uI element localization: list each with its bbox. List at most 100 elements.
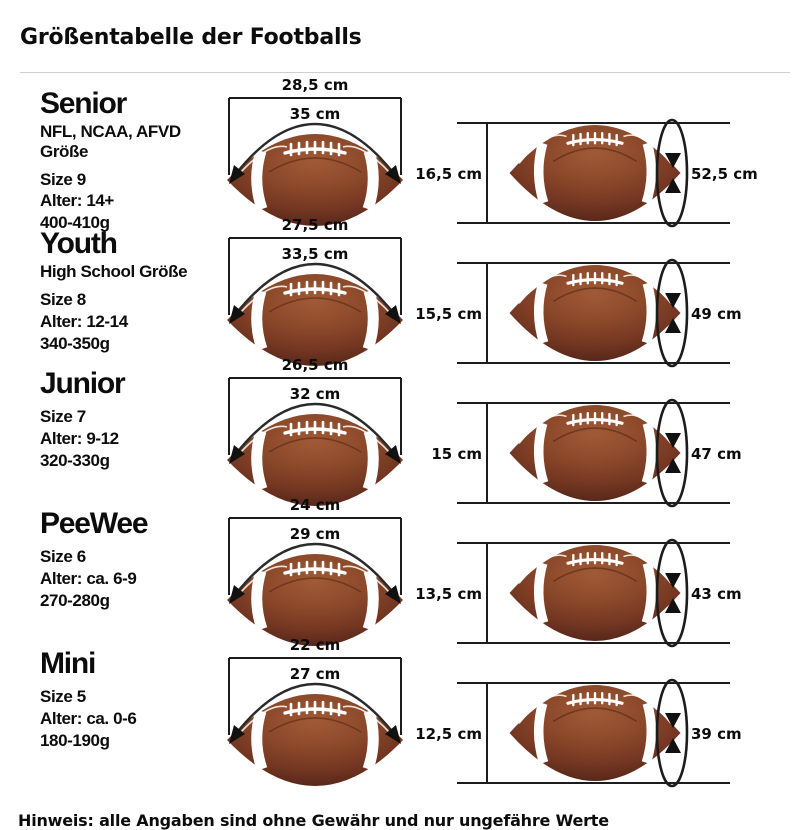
row-junior: Junior Size 7 Alter: 9-12 320-330g 26,5 cm… bbox=[0, 355, 800, 495]
length-dimension-line bbox=[228, 237, 402, 316]
row-specs: Size 9 Alter: 14+ 400-410g bbox=[40, 169, 215, 234]
arc-arrow-right-icon bbox=[385, 305, 401, 325]
row-peewee: PeeWee Size 6 Alter: ca. 6-9 270-280g 24 c… bbox=[0, 495, 800, 635]
football-top-icon bbox=[227, 554, 403, 646]
curved-length-arc bbox=[234, 683, 396, 737]
football-side-icon bbox=[510, 545, 681, 641]
football-side-icon bbox=[510, 685, 681, 781]
row-labels: Youth High School Größe Size 8 Alter: 12-… bbox=[0, 215, 215, 355]
circumference-ring bbox=[655, 679, 689, 788]
row-weight: 400-410g bbox=[40, 213, 110, 233]
curved-length-arc bbox=[234, 263, 396, 317]
row-specs: Size 5 Alter: ca. 0-6 180-190g bbox=[40, 686, 215, 751]
circumference-label: 52,5 cm bbox=[691, 165, 758, 183]
height-bracket bbox=[457, 542, 730, 645]
row-age: Alter: 12-14 bbox=[40, 311, 128, 331]
arrow-up-icon bbox=[665, 318, 681, 334]
row-size: Size 6 bbox=[40, 547, 86, 567]
arc-arrow-left-icon bbox=[229, 305, 245, 325]
girth-diagram: 15,5 cm 49 cm bbox=[415, 215, 800, 368]
length-label: 28,5 cm bbox=[282, 76, 349, 94]
height-bracket bbox=[457, 262, 730, 365]
row-youth: Youth High School Größe Size 8 Alter: 12-… bbox=[0, 215, 800, 355]
length-diagram: 24 cm 29 cm bbox=[215, 495, 420, 635]
arrow-up-icon bbox=[665, 458, 681, 474]
length-dimension-line bbox=[228, 657, 402, 736]
arrow-up-icon bbox=[665, 738, 681, 754]
length-label: 27,5 cm bbox=[282, 216, 349, 234]
row-weight: 270-280g bbox=[40, 590, 110, 610]
girth-diagram: 12,5 cm 39 cm bbox=[415, 635, 800, 788]
row-weight: 340-350g bbox=[40, 333, 110, 353]
curved-length-label: 35 cm bbox=[290, 105, 341, 123]
size-chart-page: Größentabelle der Footballs Senior NFL, … bbox=[0, 15, 800, 830]
girth-diagram: 13,5 cm 43 cm bbox=[415, 495, 800, 648]
footnote: Hinweis: alle Angaben sind ohne Gewähr u… bbox=[18, 811, 609, 830]
football-top-icon bbox=[227, 414, 403, 506]
arc-arrow-right-icon bbox=[385, 165, 401, 185]
row-size: Size 8 bbox=[40, 290, 86, 310]
length-diagram: 27,5 cm 33,5 cm bbox=[215, 215, 420, 355]
curved-length-label: 32 cm bbox=[290, 385, 341, 403]
row-mini: Mini Size 5 Alter: ca. 0-6 180-190g 22 cm … bbox=[0, 635, 800, 775]
curved-length-arc bbox=[234, 123, 396, 177]
length-label: 24 cm bbox=[290, 496, 341, 514]
row-weight: 180-190g bbox=[40, 730, 110, 750]
row-labels: PeeWee Size 6 Alter: ca. 6-9 270-280g bbox=[0, 495, 215, 635]
title-divider bbox=[20, 72, 790, 74]
row-name: Mini bbox=[40, 647, 96, 681]
arrow-down-icon bbox=[665, 293, 681, 309]
curved-length-arc bbox=[234, 403, 396, 457]
football-top-icon bbox=[227, 694, 403, 786]
arc-arrow-right-icon bbox=[385, 725, 401, 745]
length-dimension-line bbox=[228, 377, 402, 456]
row-senior: Senior NFL, NCAA, AFVD Größe Size 9 Alter… bbox=[0, 75, 800, 232]
row-labels: Senior NFL, NCAA, AFVD Größe Size 9 Alter… bbox=[0, 75, 215, 232]
row-weight: 320-330g bbox=[40, 450, 110, 470]
girth-diagram: 16,5 cm 52,5 cm bbox=[415, 75, 800, 228]
football-side-icon bbox=[510, 265, 681, 361]
row-specs: Size 7 Alter: 9-12 320-330g bbox=[40, 406, 215, 471]
row-name: PeeWee bbox=[40, 507, 149, 541]
row-specs: Size 6 Alter: ca. 6-9 270-280g bbox=[40, 546, 215, 611]
row-subtitle: High School Größe bbox=[40, 262, 188, 282]
football-side-icon bbox=[510, 405, 681, 501]
curved-length-label: 33,5 cm bbox=[282, 245, 349, 263]
height-label: 16,5 cm bbox=[415, 165, 482, 183]
length-dimension-line bbox=[228, 97, 402, 176]
length-label: 22 cm bbox=[290, 636, 341, 654]
length-diagram: 28,5 cm 35 cm bbox=[215, 75, 420, 215]
row-size: Size 7 bbox=[40, 407, 86, 427]
row-specs: Size 8 Alter: 12-14 340-350g bbox=[40, 289, 215, 354]
row-age: Alter: ca. 0-6 bbox=[40, 709, 137, 729]
arrow-down-icon bbox=[665, 573, 681, 589]
row-labels: Mini Size 5 Alter: ca. 0-6 180-190g bbox=[0, 635, 215, 775]
height-label: 15,5 cm bbox=[415, 305, 482, 323]
curved-length-label: 29 cm bbox=[290, 525, 341, 543]
circumference-label: 49 cm bbox=[691, 305, 742, 323]
arc-arrow-right-icon bbox=[385, 445, 401, 465]
length-diagram: 22 cm 27 cm bbox=[215, 635, 420, 775]
circumference-ring bbox=[655, 119, 689, 228]
curved-length-arc bbox=[234, 543, 396, 597]
row-subtitle: NFL, NCAA, AFVD Größe bbox=[40, 122, 181, 162]
arrow-up-icon bbox=[665, 178, 681, 194]
arc-arrow-left-icon bbox=[229, 445, 245, 465]
circumference-label: 43 cm bbox=[691, 585, 742, 603]
football-top-icon bbox=[227, 274, 403, 366]
height-label: 15 cm bbox=[431, 445, 482, 463]
circumference-label: 47 cm bbox=[691, 445, 742, 463]
row-labels: Junior Size 7 Alter: 9-12 320-330g bbox=[0, 355, 215, 495]
row-age: Alter: ca. 6-9 bbox=[40, 569, 137, 589]
page-title: Größentabelle der Footballs bbox=[20, 24, 362, 50]
length-label: 26,5 cm bbox=[282, 356, 349, 374]
arrow-down-icon bbox=[665, 713, 681, 729]
circumference-ring bbox=[655, 539, 689, 648]
row-size: Size 9 bbox=[40, 169, 86, 189]
football-top-icon bbox=[227, 134, 403, 226]
circumference-ring bbox=[655, 399, 689, 508]
football-side-icon bbox=[510, 125, 681, 221]
circumference-label: 39 cm bbox=[691, 725, 742, 743]
row-age: Alter: 9-12 bbox=[40, 429, 119, 449]
row-size: Size 5 bbox=[40, 687, 86, 707]
